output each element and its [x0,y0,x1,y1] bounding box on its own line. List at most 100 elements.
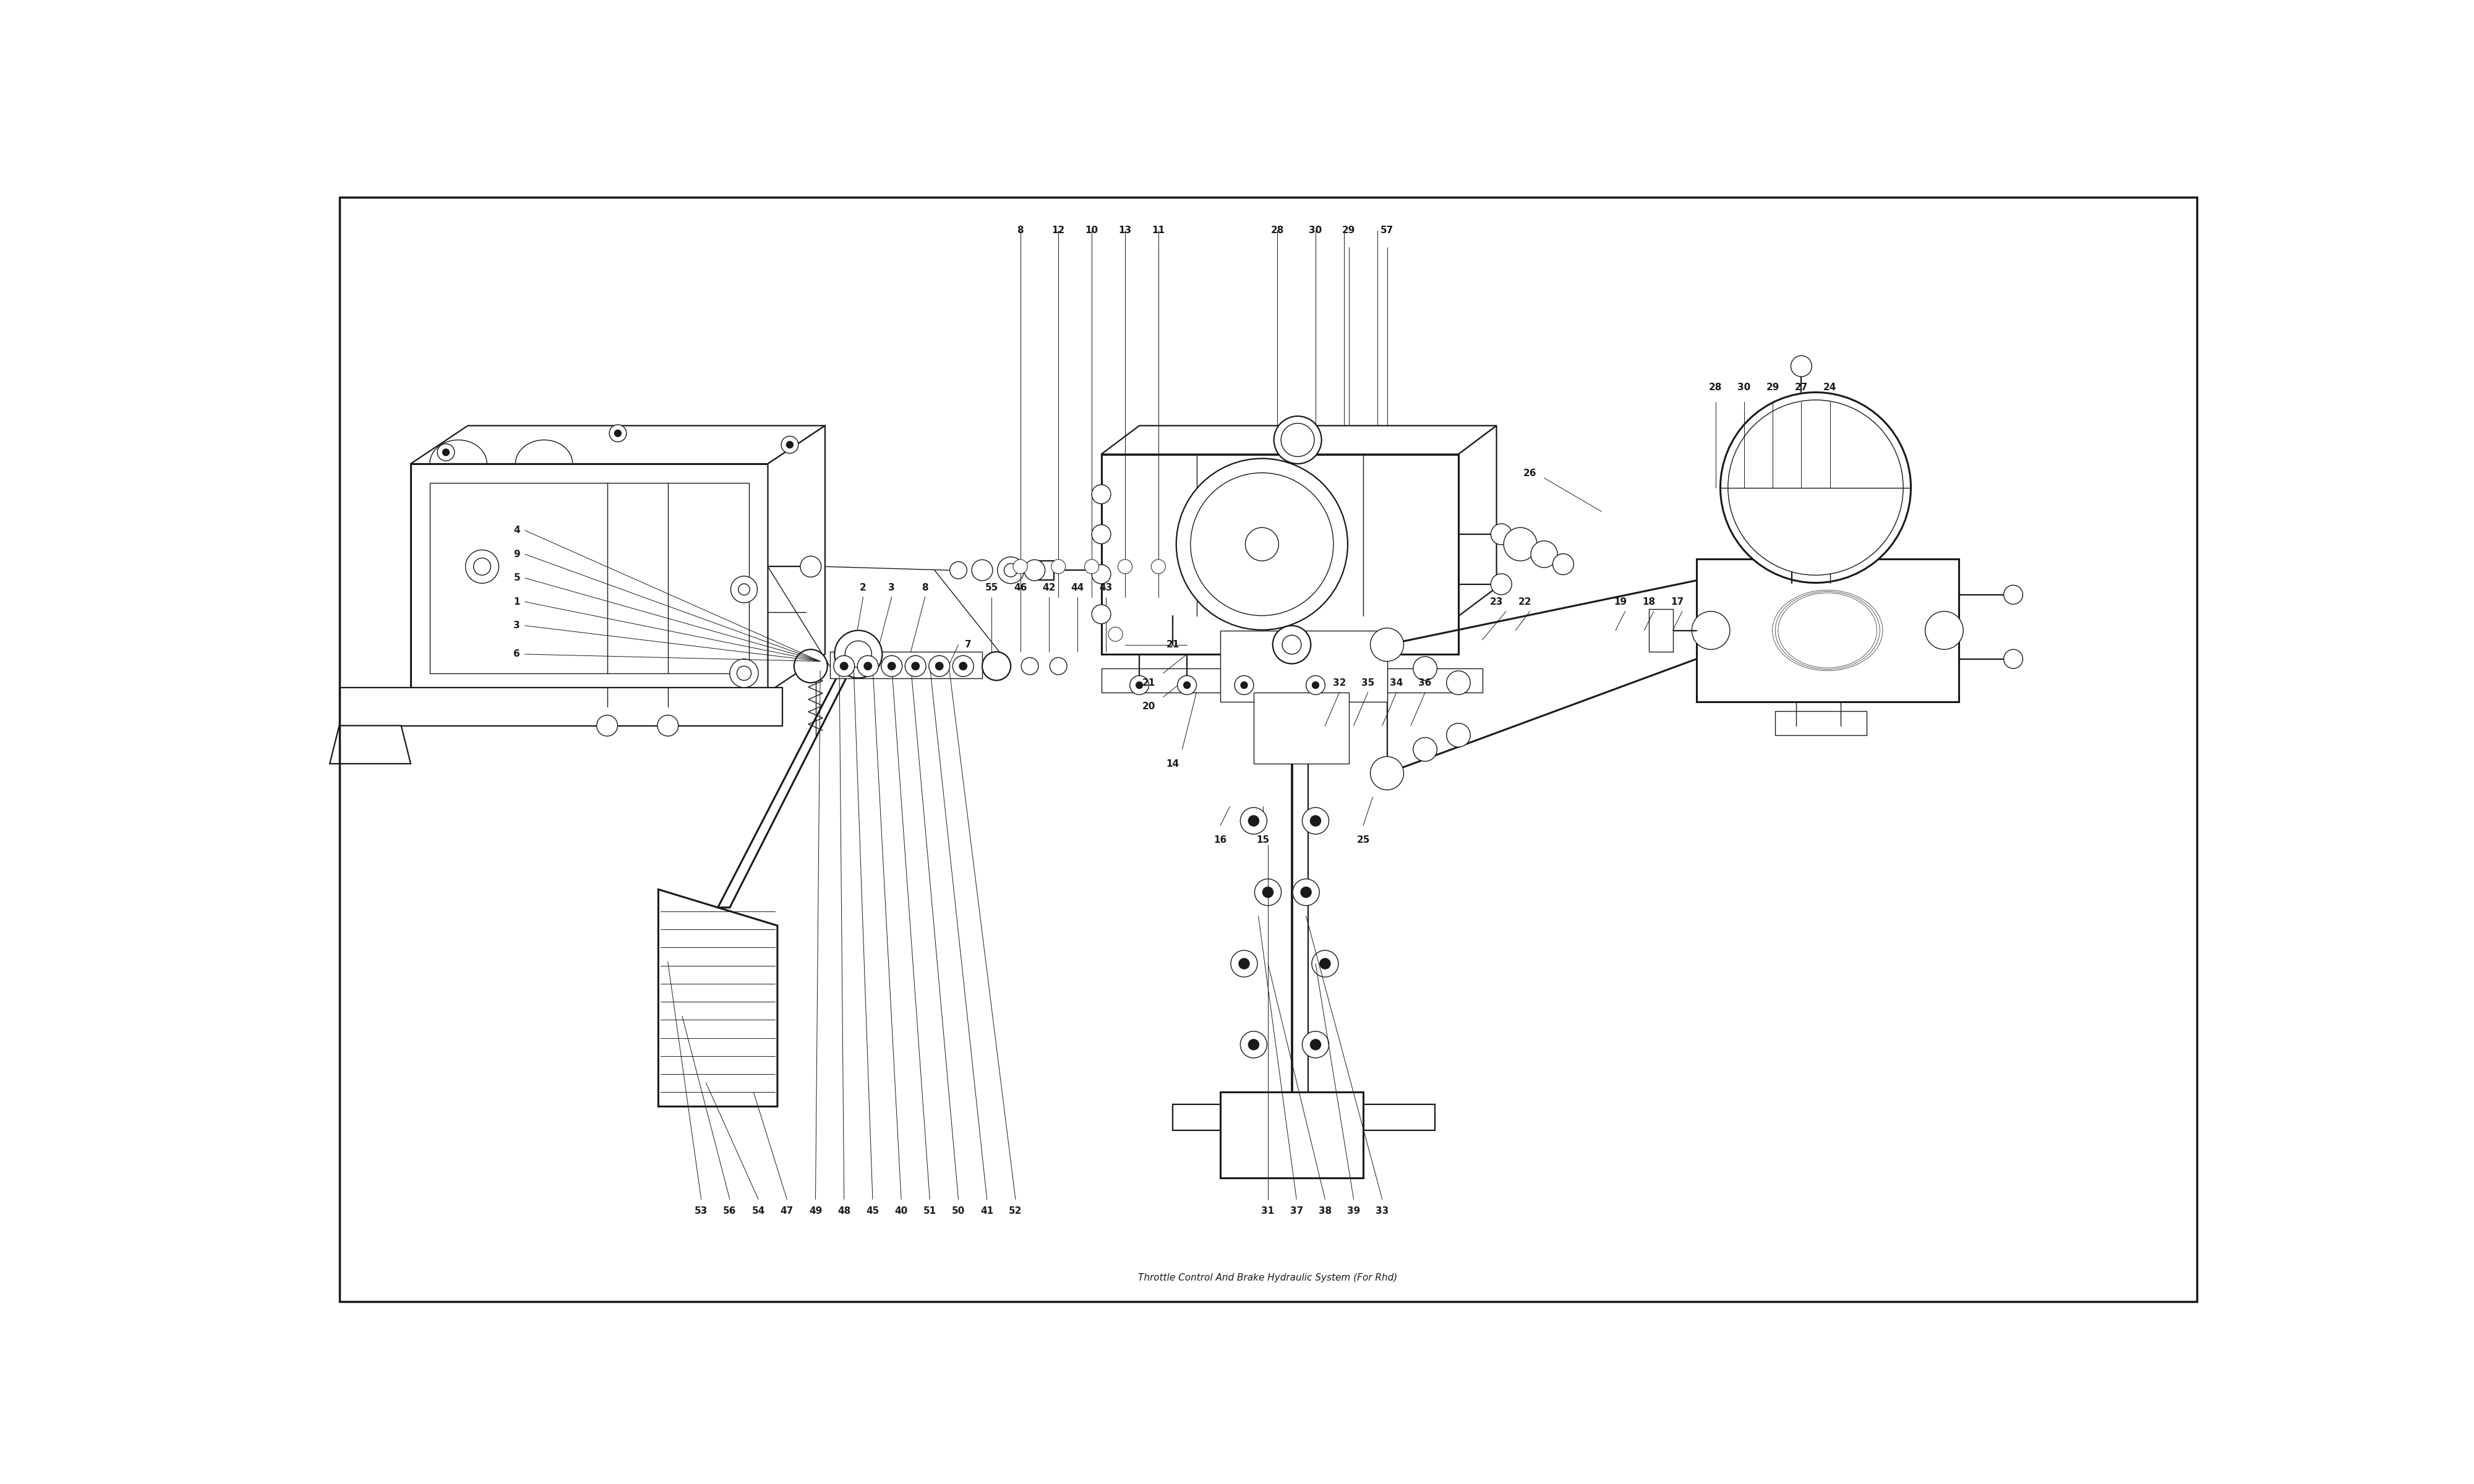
Circle shape [465,551,500,583]
Polygon shape [1460,426,1497,616]
Circle shape [928,656,950,677]
Polygon shape [829,651,982,678]
Text: 48: 48 [839,1206,851,1215]
Circle shape [1719,392,1910,583]
Circle shape [1131,675,1148,695]
Text: 46: 46 [1014,583,1027,592]
Circle shape [1301,886,1311,898]
Text: 38: 38 [1319,1206,1331,1215]
Text: 3: 3 [888,583,896,592]
Circle shape [1175,459,1348,629]
Circle shape [1235,675,1254,695]
Circle shape [1413,656,1437,680]
Text: 4: 4 [515,525,520,536]
Text: 18: 18 [1643,597,1655,607]
Circle shape [730,659,760,687]
Circle shape [881,656,903,677]
Text: 1: 1 [515,597,520,607]
Text: 32: 32 [1333,678,1346,687]
Circle shape [1051,559,1066,574]
Text: 47: 47 [779,1206,794,1215]
Circle shape [1282,635,1301,654]
Circle shape [443,448,450,456]
Circle shape [596,715,618,736]
Circle shape [1274,416,1321,463]
Circle shape [1230,950,1257,976]
Circle shape [910,662,920,671]
Text: 20: 20 [1143,702,1155,711]
Circle shape [1309,815,1321,827]
Circle shape [1447,671,1470,695]
Circle shape [1413,738,1437,761]
Circle shape [1150,559,1165,574]
Text: 51: 51 [923,1206,935,1215]
Text: 12: 12 [1051,226,1064,234]
Circle shape [1014,559,1027,574]
Text: 35: 35 [1361,678,1376,687]
Text: 29: 29 [1766,383,1779,392]
Text: 43: 43 [1098,583,1113,592]
Circle shape [1371,628,1403,662]
Circle shape [1306,675,1326,695]
Text: 21: 21 [1165,640,1180,650]
Text: 22: 22 [1519,597,1531,607]
Circle shape [950,561,967,579]
Circle shape [473,558,490,576]
Text: 11: 11 [1153,226,1165,234]
Circle shape [799,556,821,577]
Circle shape [1727,401,1903,576]
Circle shape [1311,950,1338,976]
Circle shape [960,662,967,671]
Circle shape [863,662,873,671]
Polygon shape [430,482,750,674]
Circle shape [1024,559,1044,580]
Circle shape [1091,525,1111,543]
Bar [1254,692,1348,764]
Circle shape [1262,886,1274,898]
Circle shape [2004,585,2024,604]
Text: 8: 8 [923,583,928,592]
Circle shape [839,662,849,671]
Text: 5: 5 [515,573,520,583]
Text: 7: 7 [965,640,972,650]
Circle shape [834,631,883,678]
Circle shape [614,429,621,438]
Polygon shape [658,889,777,1107]
Text: 24: 24 [1823,383,1836,392]
Text: 56: 56 [722,1206,737,1215]
Circle shape [794,650,826,683]
Circle shape [1254,879,1282,905]
Circle shape [787,441,794,448]
Circle shape [1136,681,1143,689]
Circle shape [1504,527,1536,561]
Polygon shape [329,726,411,764]
Circle shape [888,662,896,671]
Circle shape [858,656,878,677]
Circle shape [1447,723,1470,746]
Text: 13: 13 [1118,226,1131,234]
Bar [1101,454,1460,654]
Text: 15: 15 [1257,835,1269,844]
Polygon shape [1101,454,1460,616]
Circle shape [1282,423,1314,457]
Circle shape [1183,681,1190,689]
Circle shape [982,651,1012,680]
Text: 16: 16 [1215,835,1227,844]
Circle shape [1118,559,1133,574]
Circle shape [1049,657,1066,675]
Polygon shape [411,426,824,463]
Circle shape [1791,356,1811,377]
Polygon shape [1220,1092,1363,1178]
Circle shape [935,662,943,671]
Circle shape [1319,959,1331,969]
Circle shape [730,576,757,603]
Text: 41: 41 [980,1206,995,1215]
Circle shape [782,436,799,453]
Circle shape [1309,1039,1321,1051]
Text: 30: 30 [1309,226,1321,234]
Text: 33: 33 [1376,1206,1388,1215]
Circle shape [1925,611,1964,650]
Text: 50: 50 [952,1206,965,1215]
Circle shape [1239,681,1247,689]
Circle shape [1091,604,1111,623]
